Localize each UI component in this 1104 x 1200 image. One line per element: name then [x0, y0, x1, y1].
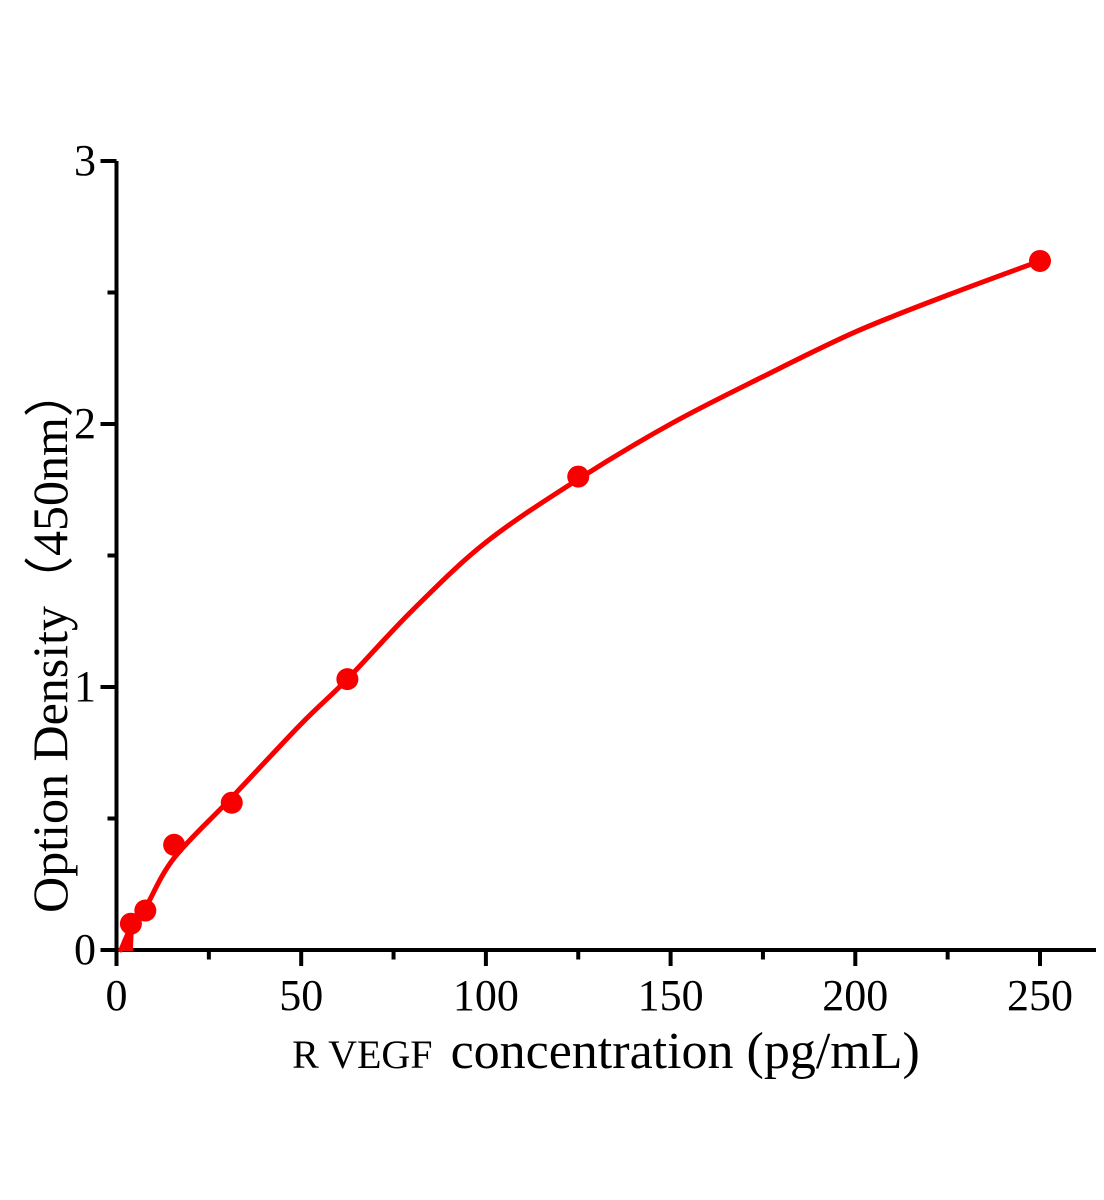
x-tick-label: 0: [105, 971, 128, 1020]
x-tick-label: 50: [279, 971, 324, 1020]
y-tick-label: 1: [74, 662, 96, 711]
y-tick-label: 0: [74, 925, 96, 974]
data-point: [119, 912, 142, 935]
x-tick-label: 250: [1007, 971, 1073, 1020]
data-point: [134, 899, 157, 922]
data-point: [220, 791, 243, 814]
x-tick-label: 100: [452, 971, 519, 1020]
x-axis-title-prefix: R VEGF: [292, 1032, 433, 1077]
data-point: [567, 465, 590, 488]
data-point: [336, 668, 359, 691]
data-point: [163, 833, 186, 856]
axes-lines: [114, 161, 1096, 952]
y-tick-label: 2: [74, 399, 96, 448]
x-tick-label: 150: [637, 971, 704, 1020]
x-axis-title: R VEGF concentration (pg/mL): [116, 1022, 1096, 1081]
x-tick-label: 200: [822, 971, 889, 1020]
y-axis-title: Option Density（450nm）: [22, 367, 78, 913]
x-axis-title-main: concentration (pg/mL): [450, 1023, 920, 1080]
data-point: [1029, 249, 1051, 272]
fit-curve: [118, 258, 1043, 953]
y-tick-label: 3: [74, 136, 96, 185]
